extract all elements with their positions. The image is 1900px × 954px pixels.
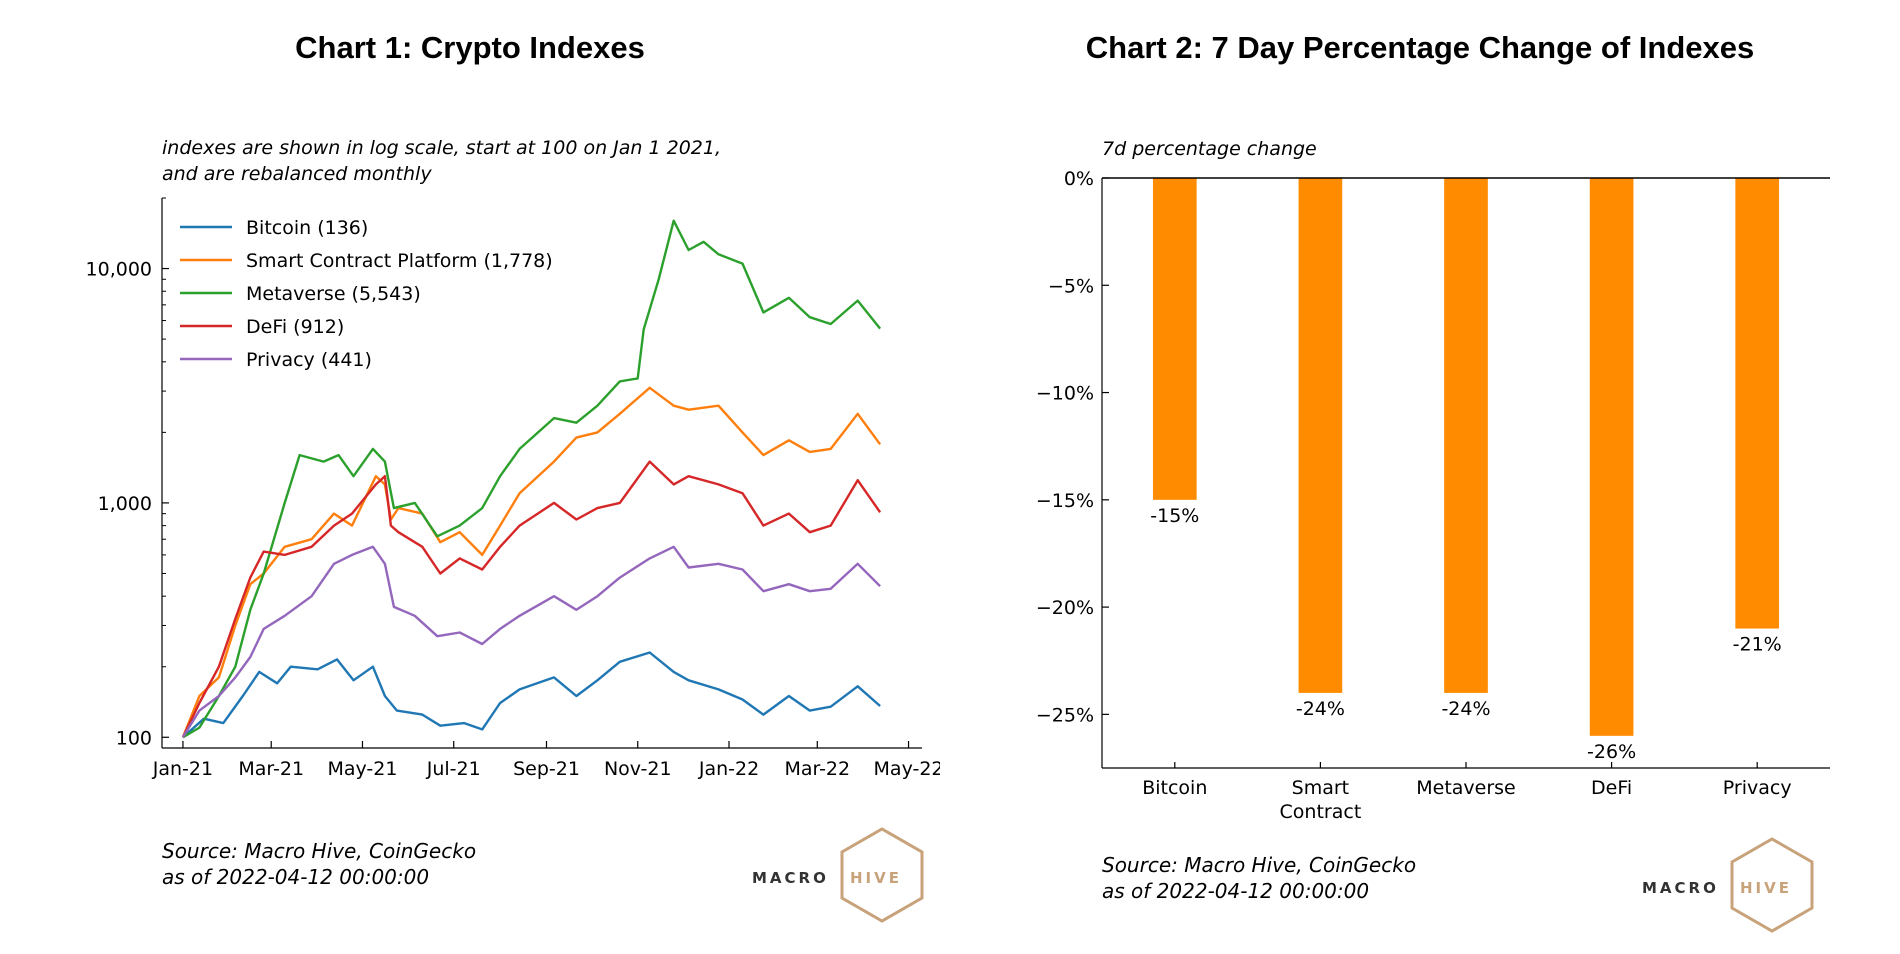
chart-2-x-tick-label-1: Bitcoin (1142, 777, 1207, 799)
chart-1-x-tick-label: Mar-22 (784, 758, 850, 780)
macro-hive-logo-2: MACRO HIVE (1642, 837, 1814, 933)
chart-2-y-tick-label: −20% (1036, 597, 1094, 619)
chart-2-source-line-1: Source: Macro Hive, CoinGecko (1102, 853, 1417, 877)
chart-2-y-tick-label: −10% (1036, 383, 1094, 405)
chart-1-title: Chart 1: Crypto Indexes (295, 30, 645, 65)
chart-2-panel: Chart 2: 7 Day Percentage Change of Inde… (940, 0, 1900, 954)
chart-2-bar-3 (1444, 178, 1488, 693)
chart-1-x-tick-label: Jul-21 (426, 758, 481, 780)
chart-1-subtitle-line-1: indexes are shown in log scale, start at… (162, 137, 721, 159)
chart-1-legend-label-1: Bitcoin (136) (246, 217, 368, 239)
chart-1-x-tick-label: May-21 (327, 758, 397, 780)
chart-1-line-chart: indexes are shown in log scale, start at… (86, 137, 940, 780)
chart-1-subtitle-line-2: and are rebalanced monthly (162, 163, 432, 185)
chart-1-legend-label-5: Privacy (441) (246, 349, 372, 371)
chart-2-bar-4 (1589, 178, 1634, 736)
chart-2-title: Chart 2: 7 Day Percentage Change of Inde… (1085, 30, 1755, 65)
chart-1-series-line-5 (181, 545, 881, 738)
chart-1-source-line-1: Source: Macro Hive, CoinGecko (162, 839, 477, 863)
chart-1-series-line-1 (182, 651, 881, 739)
chart-1-x-tick-label: Nov-21 (604, 758, 672, 780)
macro-hive-logo: MACRO HIVE (752, 827, 924, 923)
chart-1-series-line-4 (181, 460, 882, 738)
chart-1-x-tick-label: Sep-21 (513, 758, 580, 780)
chart-1-panel: Chart 1: Crypto Indexes indexes are show… (0, 0, 940, 954)
chart-2-data-label-4: -26% (1587, 741, 1636, 763)
chart-1-series-line-2 (181, 386, 882, 738)
chart-2-source: Source: Macro Hive, CoinGecko as of 2022… (1102, 852, 1416, 904)
chart-1-series-line-3 (182, 219, 882, 739)
chart-1-source: Source: Macro Hive, CoinGecko as of 2022… (162, 838, 476, 890)
chart-2-y-tick-label: −5% (1048, 275, 1094, 297)
chart-2-x-tick-label-2: Smart (1292, 777, 1349, 799)
chart-2-y-tick-label: −25% (1036, 704, 1094, 726)
chart-2-source-line-2: as of 2022-04-12 00:00:00 (1102, 879, 1370, 903)
chart-2-bar-2 (1298, 178, 1343, 693)
chart-1-x-tick-label: Jan-21 (152, 758, 213, 780)
chart-1-y-tick-label: 100 (116, 727, 152, 749)
chart-2-y-tick-label: 0% (1064, 168, 1094, 190)
chart-1-x-tick-label: May-22 (874, 758, 940, 780)
chart-2-data-label-5: -21% (1733, 634, 1782, 656)
chart-1-y-tick-label: 10,000 (86, 259, 152, 281)
chart-2-data-label-1: -15% (1150, 505, 1199, 527)
chart-2-data-label-2: -24% (1296, 698, 1345, 720)
chart-1-y-tick-label: 1,000 (98, 493, 152, 515)
logo-text-left: MACRO (752, 869, 829, 887)
chart-1-source-line-2: as of 2022-04-12 00:00:00 (162, 865, 430, 889)
chart-2-x-tick-label-5: Privacy (1723, 777, 1792, 799)
logo-text-right: HIVE (850, 869, 902, 887)
chart-1-legend-label-2: Smart Contract Platform (1,778) (246, 250, 553, 272)
chart-2-y-axis-title: 7d percentage change (1102, 138, 1317, 160)
logo-text-left: MACRO (1642, 879, 1719, 897)
chart-2-bar-1 (1152, 178, 1197, 500)
chart-1-x-tick-label: Jan-22 (698, 758, 759, 780)
chart-1-x-tick-label: Mar-21 (238, 758, 304, 780)
chart-2-x-tick-label-4: DeFi (1591, 777, 1632, 799)
chart-2-y-tick-label: −15% (1036, 490, 1094, 512)
logo-text-right: HIVE (1740, 879, 1792, 897)
chart-2-data-label-3: -24% (1441, 698, 1490, 720)
chart-1-legend-label-4: DeFi (912) (246, 316, 344, 338)
chart-2-x-tick-label-2: Contract (1280, 801, 1362, 823)
chart-1-legend-label-3: Metaverse (5,543) (246, 283, 421, 305)
chart-2-x-tick-label-3: Metaverse (1416, 777, 1516, 799)
chart-2-bar-chart: 7d percentage change -15% Bitcoin -24% Smart… (1036, 138, 1830, 823)
chart-2-bar-5 (1735, 178, 1780, 629)
